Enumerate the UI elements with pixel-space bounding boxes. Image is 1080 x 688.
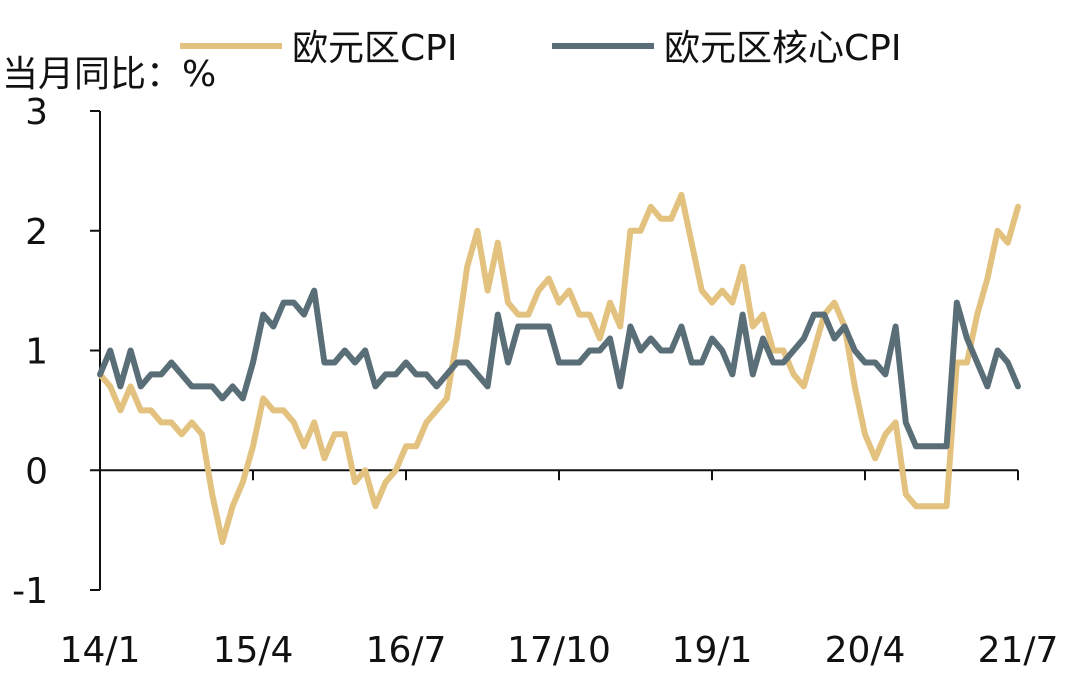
y-tick-label: 0 <box>25 451 48 492</box>
x-tick-label: 15/4 <box>213 630 294 671</box>
x-tick-label: 20/4 <box>825 630 906 671</box>
y-tick-label: 1 <box>25 332 48 373</box>
legend: 欧元区CPI 欧元区核心CPI <box>180 28 901 69</box>
y-axis-unit-label: 当月同比：% <box>2 54 216 95</box>
y-tick-label: 3 <box>25 92 48 133</box>
x-tick-label: 16/7 <box>366 630 447 671</box>
series-line-cpi <box>97 191 1021 546</box>
y-axis: 3 2 1 0 -1 <box>12 92 101 612</box>
y-tick-label: 2 <box>25 212 48 253</box>
legend-label-core-cpi: 欧元区核心CPI <box>664 28 901 69</box>
x-axis: 14/1 15/4 16/7 17/10 19/1 20/4 21/7 <box>60 469 1059 671</box>
series-lines <box>97 191 1021 546</box>
x-tick-label: 17/10 <box>507 630 611 671</box>
x-tick-label: 21/7 <box>978 630 1059 671</box>
x-tick-label: 14/1 <box>60 630 141 671</box>
legend-label-cpi: 欧元区CPI <box>292 28 457 69</box>
y-tick-label: -1 <box>12 571 48 612</box>
series-line-core-cpi <box>97 287 1021 450</box>
x-tick-label: 19/1 <box>672 630 753 671</box>
